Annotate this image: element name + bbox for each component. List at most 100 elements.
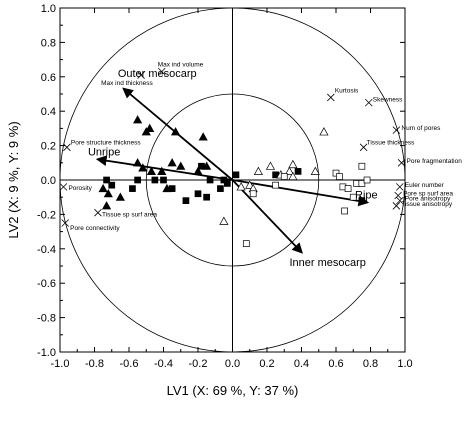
x-tick-label: -0.4 (154, 358, 173, 370)
x-tick-label: 0.4 (294, 358, 309, 370)
score-point-triangle (103, 189, 113, 198)
arrow-line (232, 179, 370, 207)
score-point-square (336, 173, 343, 180)
score-point-square (358, 180, 366, 187)
x-tick-label: 0.8 (363, 358, 378, 370)
score-point-square (203, 193, 210, 201)
score-point-square (358, 162, 366, 170)
y-tick-label: -1.0 (37, 347, 56, 359)
loading-cross (94, 208, 102, 217)
score-point-triangle (219, 216, 229, 225)
loading-label: Skewness (373, 97, 403, 104)
score-point-triangle (141, 127, 151, 136)
score-point-square (232, 171, 240, 179)
loading-label: Euler number (405, 182, 445, 189)
loading-cross (137, 71, 145, 79)
arrow-line (95, 155, 233, 181)
score-point-triangle (138, 163, 148, 172)
score-point-square (344, 185, 352, 192)
loading-cross (396, 196, 404, 205)
score-points (98, 115, 371, 247)
loading-cross (359, 143, 368, 152)
y-tick-label: 0.6 (41, 72, 56, 84)
score-point-square (198, 162, 205, 170)
y-tick-label: -0.8 (37, 313, 56, 325)
score-point-square (220, 176, 228, 184)
score-point-triangle (176, 161, 186, 170)
loading-label: Tissue thickness (367, 139, 416, 146)
loading-label: Porosity (68, 185, 92, 192)
loading-label: Tissue anisotropy (401, 201, 452, 208)
x-tick-label: -0.6 (120, 358, 139, 370)
y-tick-label: 0.4 (41, 106, 56, 118)
arrows: Outer mesocarp Unripe Ripe Inner mesocarp (88, 68, 378, 269)
y-tick-label: 0.0 (41, 175, 56, 187)
score-point-triangle (288, 159, 298, 169)
score-point-triangle (167, 158, 177, 167)
arrow-label: Outer mesocarp (118, 68, 197, 80)
x-axis-title: LV1 (X: 69 %, Y: 37 %) (167, 383, 299, 398)
score-point-square (349, 193, 357, 201)
score-point-triangle (265, 161, 276, 170)
score-point-triangle (133, 115, 143, 124)
score-point-triangle (133, 158, 143, 167)
score-point-square (341, 207, 348, 215)
loading-cross (394, 191, 402, 200)
x-tick-label: -1.0 (51, 358, 70, 370)
x-tick-label: -0.2 (189, 358, 208, 370)
score-point-triangle (310, 166, 320, 175)
score-point-triangle (253, 166, 263, 175)
score-point-square (363, 176, 371, 184)
correlation-circle (145, 93, 320, 267)
loading-label: Max ind thickness (101, 80, 153, 87)
y-axis-title: LV2 (X: 9 %, Y: 9 %) (6, 121, 21, 238)
score-point-square (194, 190, 202, 198)
score-point-square (108, 181, 116, 189)
y-tick-label: 0.8 (41, 37, 56, 49)
loading-markers: Max ind volume Max ind thickness Kurtosis S… (59, 62, 462, 232)
y-tick-label: 1.0 (41, 3, 56, 15)
score-point-square (168, 185, 176, 192)
score-point-square (272, 181, 279, 189)
x-tick-label: 1.0 (397, 358, 412, 370)
y-tick-label: -0.2 (37, 209, 56, 221)
score-point-triangle (98, 183, 108, 193)
score-point-triangle (319, 127, 329, 136)
score-point-square (129, 185, 136, 192)
score-point-square (223, 180, 231, 187)
score-point-triangle (284, 166, 295, 175)
loading-label: Num of pores (401, 125, 441, 132)
loading-cross (396, 183, 404, 191)
x-tick-label: 0.6 (328, 358, 343, 370)
loading-label: Kurtosis (335, 87, 359, 94)
loading-label: Pore structure thickness (71, 139, 141, 146)
arrow-line (231, 179, 303, 254)
score-point-square (332, 169, 340, 177)
score-point-square (206, 176, 214, 184)
loading-cross (63, 143, 71, 152)
score-point-triangle (198, 132, 208, 141)
loading-cross (392, 126, 401, 134)
loading-label: Pore anisotropy (405, 196, 451, 203)
score-point-square (134, 176, 141, 184)
score-point-triangle (157, 166, 167, 175)
score-point-triangle (236, 182, 246, 191)
score-point-square (217, 185, 224, 192)
axes: -1.0 -0.8 -0.6 -0.4 -0.2 0.0 0.2 0.4 0.6 0.8 1.0 -1… (37, 3, 413, 370)
score-point-square (280, 173, 288, 180)
x-tick-label: 0.0 (225, 358, 240, 370)
loading-cross (327, 93, 335, 102)
loading-cross (397, 159, 406, 167)
score-point-triangle (193, 166, 203, 175)
score-point-square (151, 176, 159, 184)
score-point-square (294, 168, 302, 175)
y-tick-label: -0.6 (37, 278, 56, 290)
loading-label: Max ind volume (158, 62, 204, 69)
y-tick-label: 0.2 (41, 141, 56, 153)
score-point-square (182, 197, 190, 204)
arrow-label: Unripe (88, 146, 120, 158)
loading-label: Pore connectivity (70, 225, 120, 232)
score-point-square (242, 240, 250, 247)
correlation-circles (59, 7, 406, 353)
